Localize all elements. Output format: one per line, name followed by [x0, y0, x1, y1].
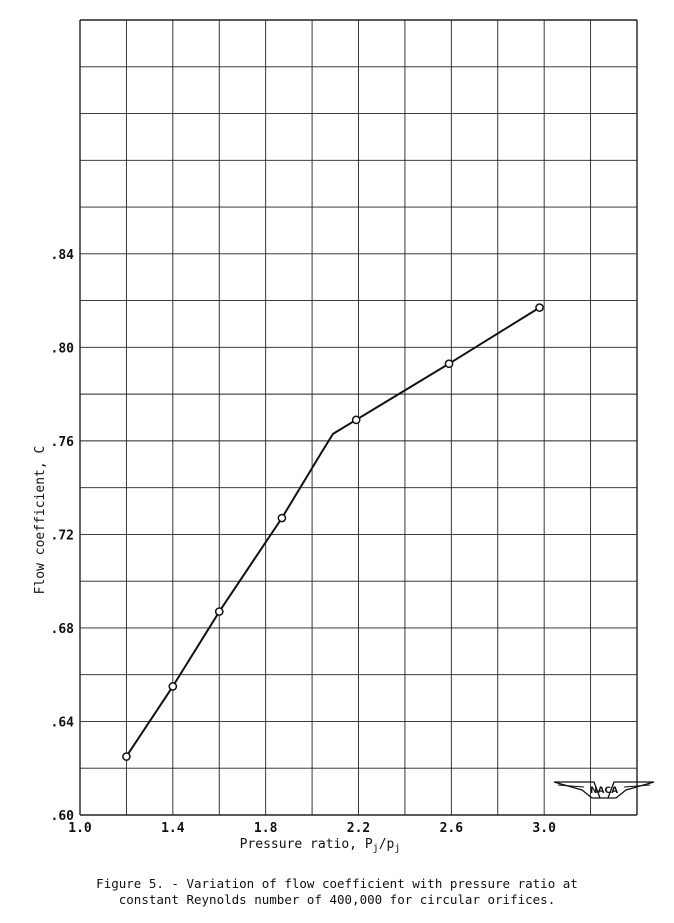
data-markers	[122, 303, 544, 761]
y-tick-label: .80	[51, 341, 75, 356]
svg-text:NACA: NACA	[590, 786, 618, 796]
x-axis-label: Pressure ratio, Pj/pj	[240, 837, 401, 854]
data-point	[214, 607, 224, 616]
data-point	[351, 415, 361, 425]
y-tick-label: .64	[51, 715, 75, 730]
y-tick-label: .84	[51, 248, 75, 263]
x-tick-label: 1.4	[161, 821, 185, 836]
y-tick-label: .76	[51, 435, 75, 450]
data-point	[535, 303, 544, 312]
x-tick-label: 1.8	[254, 821, 278, 836]
data-point	[122, 752, 131, 761]
data-point	[277, 513, 287, 523]
y-tick-label: .72	[51, 528, 74, 543]
figure-caption: Figure 5. - Variation of flow coefficien…	[0, 876, 674, 908]
x-tick-label: 1.0	[68, 821, 92, 836]
x-tick-label: 3.0	[532, 821, 556, 836]
tick-labels: 1.0 1.4 1.8 2.2 2.6 3.0 .60 .64 .68 .72 .76 .80 .84	[51, 248, 557, 836]
naca-logo: NACA	[553, 781, 655, 799]
series-line	[125, 306, 541, 758]
data-line	[125, 306, 541, 758]
x-tick-label: 2.6	[440, 821, 464, 836]
y-axis-label: Flow coefficient, C	[33, 446, 48, 595]
caption-line-1: Figure 5. - Variation of flow coefficien…	[96, 876, 578, 891]
y-tick-label: .68	[51, 622, 75, 637]
x-tick-label: 2.2	[347, 821, 370, 836]
data-point	[444, 359, 454, 369]
caption-line-2: constant Reynolds number of 400,000 for …	[118, 892, 556, 907]
grid	[79, 19, 638, 816]
data-point	[168, 682, 178, 691]
y-tick-label: .60	[51, 809, 75, 824]
